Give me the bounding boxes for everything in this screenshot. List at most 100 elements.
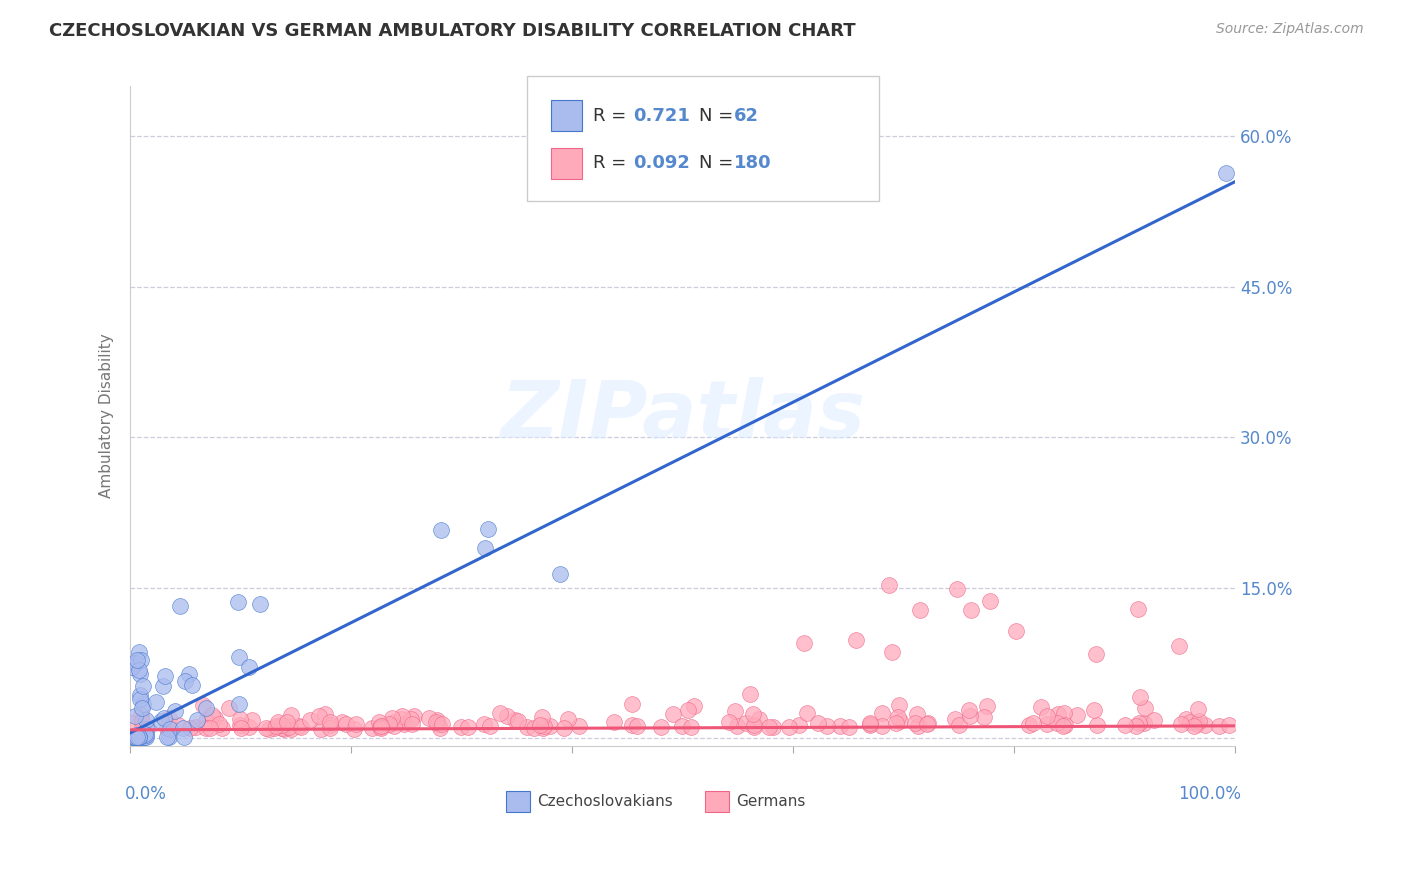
Point: [263, 721, 285, 735]
Point: [538, 719, 561, 733]
Point: [226, 595, 249, 609]
Point: [887, 698, 910, 712]
Point: [370, 721, 392, 735]
Point: [1047, 707, 1070, 722]
Point: [173, 730, 195, 744]
Point: [718, 714, 741, 729]
Point: [177, 666, 200, 681]
Point: [742, 720, 765, 734]
Point: [271, 722, 294, 736]
Point: [298, 713, 321, 727]
Point: [1142, 713, 1164, 727]
Point: [477, 522, 499, 536]
Point: [134, 730, 156, 744]
Text: N =: N =: [699, 107, 738, 125]
Point: [1084, 647, 1107, 661]
Point: [159, 720, 181, 734]
Point: [211, 721, 233, 735]
Point: [1187, 701, 1209, 715]
Text: 0.721: 0.721: [633, 107, 689, 125]
Point: [457, 720, 479, 734]
Point: [165, 704, 187, 718]
Point: [778, 720, 800, 734]
Point: [194, 701, 217, 715]
Point: [796, 706, 818, 721]
Point: [884, 716, 907, 731]
Point: [1128, 716, 1150, 731]
Point: [426, 713, 449, 727]
Point: [280, 708, 302, 723]
Point: [135, 721, 157, 735]
Point: [915, 717, 938, 731]
Point: [742, 717, 765, 731]
Point: [1128, 690, 1150, 704]
Point: [877, 578, 900, 592]
Point: [418, 711, 440, 725]
Point: [1194, 718, 1216, 732]
Point: [273, 722, 295, 736]
Point: [959, 708, 981, 723]
Point: [370, 719, 392, 733]
Point: [155, 669, 177, 683]
Point: [976, 699, 998, 714]
Point: [121, 730, 143, 744]
Point: [429, 721, 451, 735]
Point: [496, 709, 519, 723]
Text: CZECHOSLOVAKIAN VS GERMAN AMBULATORY DISABILITY CORRELATION CHART: CZECHOSLOVAKIAN VS GERMAN AMBULATORY DIS…: [49, 22, 856, 40]
Point: [678, 703, 700, 717]
Point: [124, 730, 146, 744]
Point: [516, 720, 538, 734]
Point: [1188, 714, 1211, 729]
Point: [378, 717, 401, 731]
Point: [870, 719, 893, 733]
Point: [335, 717, 357, 731]
Point: [529, 718, 551, 732]
Point: [725, 719, 748, 733]
Point: [450, 720, 472, 734]
Point: [1178, 714, 1201, 729]
Point: [973, 709, 995, 723]
Text: R =: R =: [593, 154, 633, 172]
Point: [880, 645, 903, 659]
Point: [1218, 718, 1240, 732]
Point: [430, 717, 453, 731]
Point: [120, 716, 142, 731]
Point: [278, 720, 301, 734]
Text: R =: R =: [593, 107, 633, 125]
Point: [568, 719, 591, 733]
Point: [122, 730, 145, 744]
Point: [787, 718, 810, 732]
Point: [662, 706, 685, 721]
Point: [228, 698, 250, 712]
Point: [1052, 719, 1074, 733]
Point: [257, 722, 280, 736]
Point: [603, 715, 626, 730]
Point: [758, 720, 780, 734]
Point: [889, 714, 911, 729]
Point: [131, 720, 153, 734]
Point: [1187, 717, 1209, 731]
Point: [121, 730, 143, 744]
Point: [845, 632, 868, 647]
Point: [427, 716, 450, 731]
Point: [908, 603, 931, 617]
Point: [368, 715, 391, 730]
Text: 62: 62: [734, 107, 759, 125]
Point: [531, 709, 554, 723]
Point: [425, 714, 447, 729]
Point: [1066, 708, 1088, 723]
Point: [314, 706, 336, 721]
Bar: [704, 790, 730, 812]
Point: [361, 722, 384, 736]
Text: Czechoslovakians: Czechoslovakians: [537, 794, 672, 809]
Point: [124, 656, 146, 670]
Point: [905, 706, 928, 721]
Point: [240, 713, 263, 727]
Point: [907, 719, 929, 733]
Point: [121, 660, 143, 674]
Point: [135, 713, 157, 727]
Point: [1053, 706, 1076, 721]
Point: [157, 711, 180, 725]
Point: [184, 720, 207, 734]
Point: [181, 678, 204, 692]
